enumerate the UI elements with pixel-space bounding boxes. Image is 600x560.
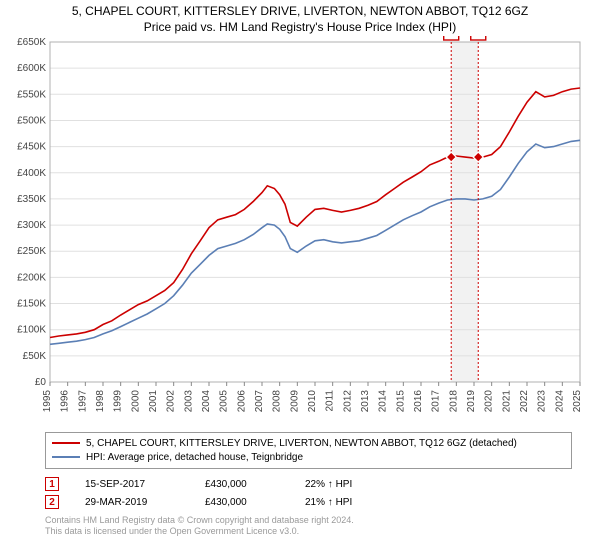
- legend-swatch-hpi: [52, 456, 80, 459]
- svg-text:£150K: £150K: [17, 299, 46, 310]
- legend-row-property: 5, CHAPEL COURT, KITTERSLEY DRIVE, LIVER…: [52, 436, 565, 450]
- svg-text:2010: 2010: [307, 390, 318, 413]
- svg-text:2015: 2015: [395, 390, 406, 413]
- svg-text:£50K: £50K: [23, 351, 47, 362]
- svg-text:2023: 2023: [537, 390, 548, 413]
- svg-text:£0: £0: [35, 377, 47, 388]
- sale-delta-2: 21% ↑ HPI: [305, 497, 352, 508]
- svg-text:£600K: £600K: [17, 63, 46, 74]
- footnote-line1: Contains HM Land Registry data © Crown c…: [45, 515, 572, 526]
- svg-text:2003: 2003: [183, 390, 194, 413]
- sale-delta-1: 22% ↑ HPI: [305, 479, 352, 490]
- svg-text:2020: 2020: [484, 390, 495, 413]
- legend-box: 5, CHAPEL COURT, KITTERSLEY DRIVE, LIVER…: [45, 432, 572, 469]
- svg-text:1: 1: [448, 36, 454, 39]
- chart-title-line1: 5, CHAPEL COURT, KITTERSLEY DRIVE, LIVER…: [0, 4, 600, 18]
- svg-text:1995: 1995: [42, 390, 53, 413]
- legend-label-property: 5, CHAPEL COURT, KITTERSLEY DRIVE, LIVER…: [86, 438, 517, 449]
- svg-text:2025: 2025: [572, 390, 583, 413]
- svg-text:2016: 2016: [413, 390, 424, 413]
- svg-text:2012: 2012: [342, 390, 353, 413]
- svg-text:£200K: £200K: [17, 272, 46, 283]
- sale-date-2: 29-MAR-2019: [85, 497, 205, 508]
- chart-area: £0 £50K £100K £150K £200K £250K £300K £350K £400…: [5, 36, 595, 426]
- svg-text:2002: 2002: [166, 390, 177, 413]
- svg-text:2022: 2022: [519, 390, 530, 413]
- sale-badge-1: 1: [45, 477, 59, 491]
- sales-block: 1 15-SEP-2017 £430,000 22% ↑ HPI 2 29-MA…: [45, 475, 572, 511]
- svg-text:2000: 2000: [130, 390, 141, 413]
- svg-text:£300K: £300K: [17, 220, 46, 231]
- chart-svg: £0 £50K £100K £150K £200K £250K £300K £350K £400…: [5, 36, 595, 426]
- legend-row-hpi: HPI: Average price, detached house, Teig…: [52, 450, 565, 464]
- svg-text:2021: 2021: [501, 390, 512, 413]
- svg-text:2018: 2018: [448, 390, 459, 413]
- sale-price-2: £430,000: [205, 497, 305, 508]
- svg-text:2013: 2013: [360, 390, 371, 413]
- svg-text:2: 2: [475, 36, 481, 39]
- svg-text:2024: 2024: [554, 390, 565, 413]
- svg-text:2004: 2004: [201, 390, 212, 413]
- sale-badge-2: 2: [45, 495, 59, 509]
- svg-text:2009: 2009: [289, 390, 300, 413]
- legend-label-hpi: HPI: Average price, detached house, Teig…: [86, 452, 303, 463]
- svg-text:£500K: £500K: [17, 115, 46, 126]
- svg-text:1996: 1996: [60, 390, 71, 413]
- sale-row-1: 1 15-SEP-2017 £430,000 22% ↑ HPI: [45, 475, 572, 493]
- chart-title-block: 5, CHAPEL COURT, KITTERSLEY DRIVE, LIVER…: [0, 0, 600, 36]
- chart-title-line2: Price paid vs. HM Land Registry's House …: [0, 20, 600, 34]
- svg-text:2014: 2014: [378, 390, 389, 413]
- svg-text:£650K: £650K: [17, 37, 46, 48]
- svg-text:1999: 1999: [113, 390, 124, 413]
- sale-row-2: 2 29-MAR-2019 £430,000 21% ↑ HPI: [45, 493, 572, 511]
- svg-text:1998: 1998: [95, 390, 106, 413]
- svg-text:£350K: £350K: [17, 194, 46, 205]
- svg-text:£100K: £100K: [17, 325, 46, 336]
- footnote: Contains HM Land Registry data © Crown c…: [45, 515, 572, 538]
- svg-text:2017: 2017: [431, 390, 442, 413]
- sale-date-1: 15-SEP-2017: [85, 479, 205, 490]
- svg-text:£250K: £250K: [17, 246, 46, 257]
- footnote-line2: This data is licensed under the Open Gov…: [45, 526, 572, 537]
- svg-text:2005: 2005: [219, 390, 230, 413]
- svg-text:2019: 2019: [466, 390, 477, 413]
- svg-text:1997: 1997: [77, 390, 88, 413]
- svg-text:2006: 2006: [236, 390, 247, 413]
- svg-text:2008: 2008: [272, 390, 283, 413]
- svg-text:£550K: £550K: [17, 89, 46, 100]
- legend-swatch-property: [52, 442, 80, 445]
- svg-text:2011: 2011: [325, 390, 336, 412]
- sale-price-1: £430,000: [205, 479, 305, 490]
- svg-text:£400K: £400K: [17, 168, 46, 179]
- svg-text:£450K: £450K: [17, 142, 46, 153]
- svg-text:2007: 2007: [254, 390, 265, 413]
- svg-text:2001: 2001: [148, 390, 159, 413]
